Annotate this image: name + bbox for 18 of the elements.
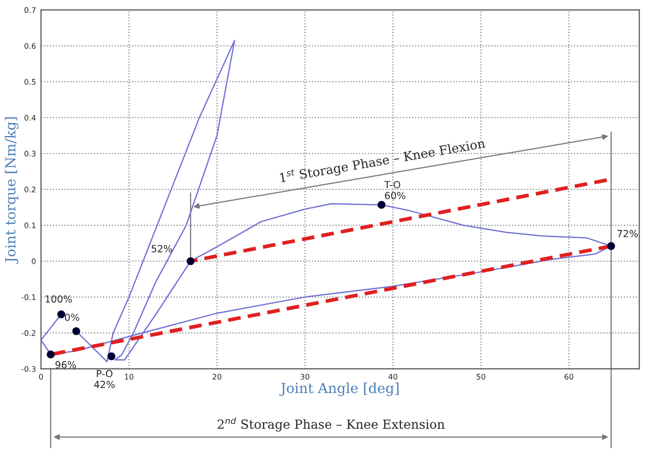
point	[57, 310, 66, 318]
annotation: 96%	[55, 361, 76, 368]
point	[72, 327, 80, 336]
point	[378, 200, 386, 209]
annotation: 100%	[46, 295, 72, 303]
point	[107, 352, 116, 360]
annotation: 72%	[617, 230, 638, 238]
annotation: T-O 60%	[384, 180, 406, 200]
annotation: 1$^{st}$ Storage Phase – Knee Flexion	[280, 140, 486, 182]
annotation: P-O 42%	[94, 370, 115, 388]
point	[186, 257, 195, 266]
y-axis-title: Joint torque [Nm/kg]	[4, 117, 18, 264]
point	[46, 350, 55, 358]
annotation: 0%	[64, 314, 80, 321]
text: 2$^{nd}$ Storage Phase – Knee Extension	[218, 417, 445, 432]
point	[607, 242, 616, 250]
annotation: 52%	[152, 244, 172, 252]
x-axis-title: Joint Angle [deg]	[279, 382, 398, 396]
